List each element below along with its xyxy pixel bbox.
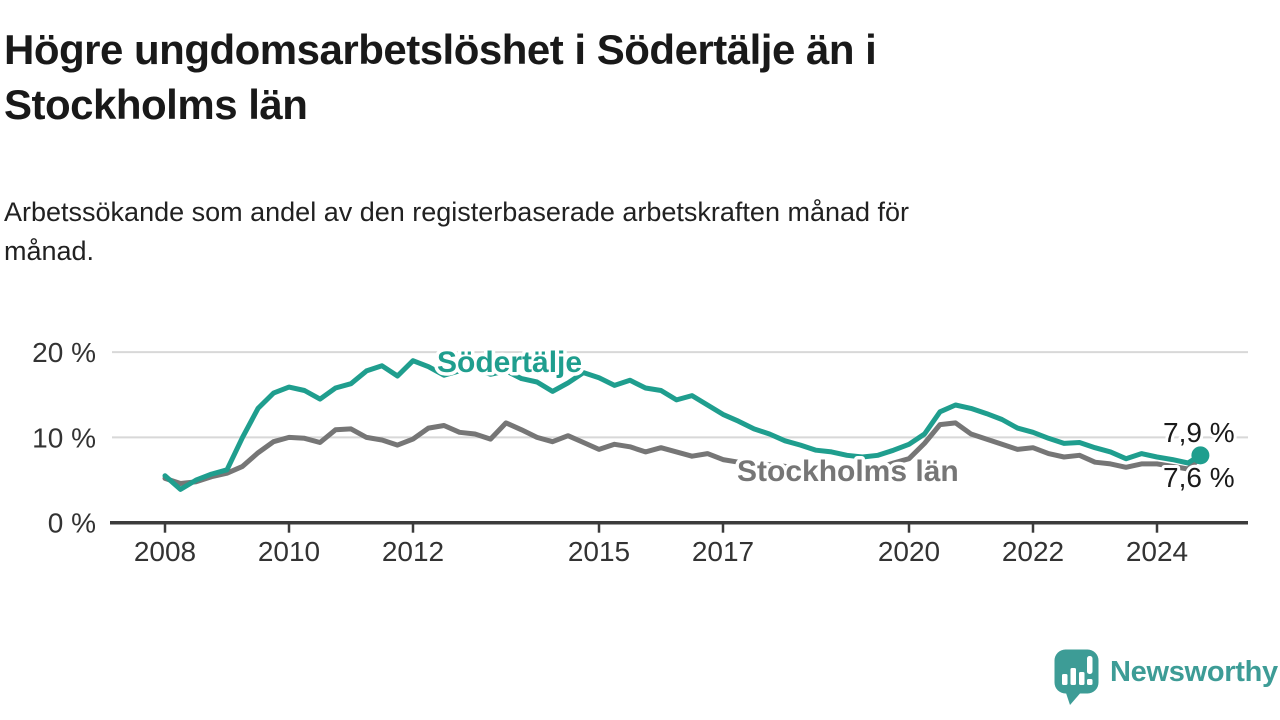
x-axis-tick-label: 2008 xyxy=(134,536,196,567)
title-line-2: Stockholms län xyxy=(4,81,308,129)
subtitle-line-2: månad. xyxy=(4,236,95,267)
series-label-stockholms-lan: Stockholms län xyxy=(737,455,959,488)
end-value-label-sodertalje: 7,9 % xyxy=(1163,417,1235,448)
x-axis-tick-label: 2015 xyxy=(568,536,630,567)
title-line-1: Högre ungdomsarbetslöshet i Södertälje ä… xyxy=(4,26,877,73)
y-axis-tick-label: 10 % xyxy=(32,422,96,453)
brand-wordmark: Newsworthy xyxy=(1110,656,1278,688)
x-axis-tick-label: 2010 xyxy=(258,536,320,567)
unemployment-line-chart: 20 % 10 % 0 % 2008 2010 2012 2015 2017 2020 2022 2… xyxy=(32,337,1248,567)
x-axis-tick-label: 2017 xyxy=(692,536,754,567)
series-label-sodertalje: Södertälje xyxy=(437,346,582,379)
x-axis-tick-label: 2012 xyxy=(382,536,444,567)
end-value-label-stockholms-lan: 7,6 % xyxy=(1163,462,1235,493)
newsworthy-logo: Newsworthy xyxy=(1053,648,1278,708)
line-chart-area: 20 % 10 % 0 % 2008 2010 2012 2015 2017 2020 2022 2… xyxy=(0,330,1280,580)
chart-subtitle: Arbetssökande som andel av den registerb… xyxy=(4,193,1194,271)
y-axis-tick-label: 20 % xyxy=(32,337,96,368)
x-axis-tick-label: 2020 xyxy=(878,536,940,567)
latest-value-dot xyxy=(1191,446,1210,465)
x-axis-tick-label: 2022 xyxy=(1002,536,1064,567)
x-axis-tick-label: 2024 xyxy=(1126,536,1188,567)
bar-chart-speech-bubble-icon xyxy=(1054,649,1099,705)
subtitle-line-1: Arbetssökande som andel av den registerb… xyxy=(4,197,910,227)
series-line-sodertalje xyxy=(162,358,1203,492)
page-title: Högre ungdomsarbetslöshet i Södertälje ä… xyxy=(4,22,1104,133)
series-line-stockholms-lan xyxy=(162,420,1203,486)
y-axis-tick-label: 0 % xyxy=(48,508,96,539)
